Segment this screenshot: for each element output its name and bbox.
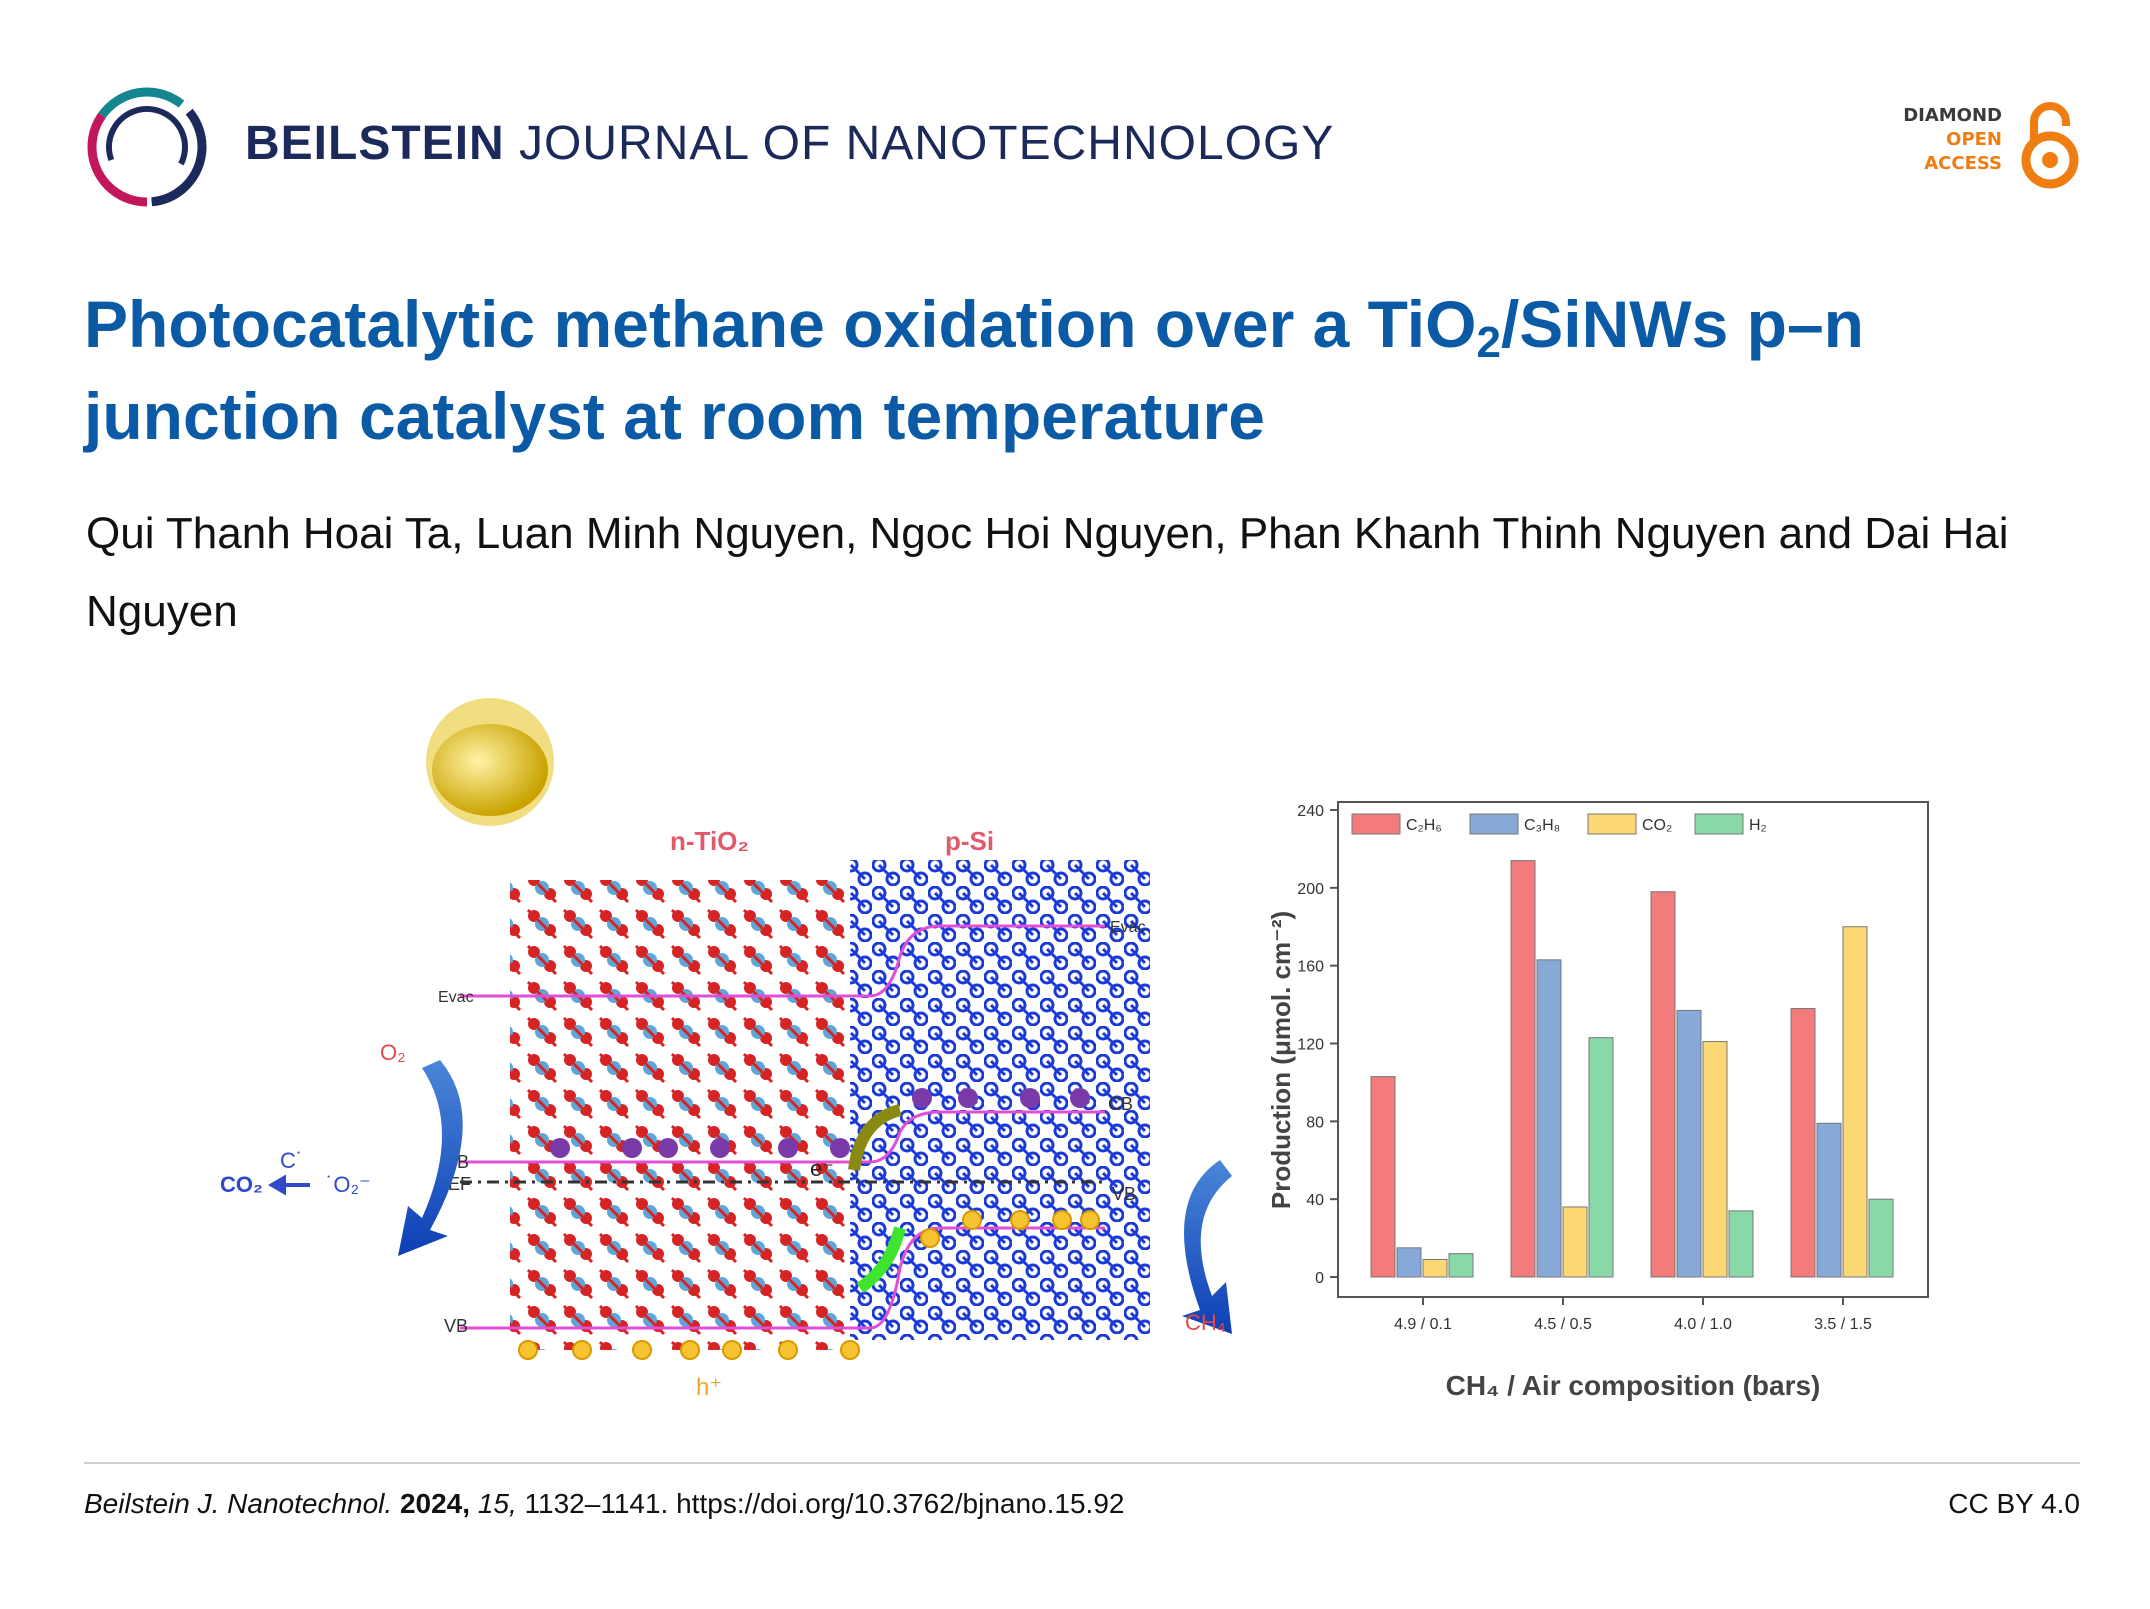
label-h: h⁺ xyxy=(696,1374,722,1401)
citation-year: 2024, xyxy=(399,1488,471,1519)
title-part1: Photocatalytic methane oxidation over a … xyxy=(84,287,1477,361)
label-ef: EF xyxy=(448,1174,471,1194)
y-tick-label: 160 xyxy=(1297,959,1324,976)
label-c: C˙ xyxy=(280,1148,303,1173)
legend-label-3: CO₂ xyxy=(1642,817,1672,834)
bar-2-1 xyxy=(1396,1247,1422,1278)
citation-doi[interactable]: https://doi.org/10.3762/bjnano.15.92 xyxy=(676,1488,1125,1519)
chart-y-axis-label: Production (μmol. cm⁻²) xyxy=(1266,911,1296,1209)
citation-volume: 15, xyxy=(477,1488,517,1519)
badge-line-open: OPEN xyxy=(1946,129,2002,150)
legend-swatch-2 xyxy=(1469,813,1519,835)
x-tick-label: 4.0 / 1.0 xyxy=(1674,1316,1732,1333)
label-psi: p-Si xyxy=(945,826,994,856)
badge-line-access: ACCESS xyxy=(1924,153,2002,174)
bar-2-2 xyxy=(1536,959,1562,1278)
o2-reduction-arrow xyxy=(398,1060,463,1256)
tio2-lattice xyxy=(510,880,850,1350)
legend-label-1: C₂H₆ xyxy=(1406,817,1442,834)
legend-label-2: C₃H₈ xyxy=(1524,817,1560,834)
y-tick-label: 240 xyxy=(1297,803,1324,820)
bar-4-4 xyxy=(1868,1198,1894,1278)
co2-arrow-icon xyxy=(268,1174,310,1196)
bar-4-1 xyxy=(1448,1253,1474,1278)
journal-name: BEILSTEIN JOURNAL OF NANOTECHNOLOGY xyxy=(245,116,1334,171)
sun-icon xyxy=(426,698,554,826)
citation-pages: 1132–1141. xyxy=(524,1488,669,1519)
beilstein-logo xyxy=(87,87,207,207)
bar-1-2 xyxy=(1510,860,1536,1278)
label-e: e⁻ xyxy=(810,1156,834,1181)
author-list: Qui Thanh Hoai Ta, Luan Minh Nguyen, Ngo… xyxy=(86,509,2009,636)
graphical-abstract-svg: n-TiO₂ p-Si Evac Evac CB EF VB CB VB e⁻ … xyxy=(220,698,1929,1401)
label-o2: O₂ xyxy=(380,1040,406,1065)
bar-1-1 xyxy=(1370,1076,1396,1278)
electrons xyxy=(550,1088,1090,1158)
article-title: Photocatalytic methane oxidation over a … xyxy=(84,278,2064,462)
title-part2: /SiNWs p–n junction catalyst at room tem… xyxy=(84,287,1864,453)
bar-3-4 xyxy=(1842,926,1868,1278)
license-label: CC BY 4.0 xyxy=(1948,1488,2080,1519)
title-subscript: 2 xyxy=(1476,318,1501,367)
y-tick-label: 40 xyxy=(1306,1192,1324,1209)
badge-line-diamond: DIAMOND xyxy=(1903,105,2002,126)
legend-swatch-4 xyxy=(1694,813,1744,835)
y-tick-label: 0 xyxy=(1315,1270,1324,1287)
x-tick-label: 3.5 / 1.5 xyxy=(1814,1316,1872,1333)
holes xyxy=(518,1210,1100,1360)
bar-4-3 xyxy=(1728,1210,1754,1278)
label-ch4: CH₄ xyxy=(1185,1310,1226,1335)
bar-1-4 xyxy=(1790,1007,1816,1278)
y-tick-label: 80 xyxy=(1306,1114,1324,1131)
label-o2-radical: ˙O₂⁻ xyxy=(326,1172,371,1197)
citation-journal: Beilstein J. Nanotechnol. xyxy=(84,1488,393,1519)
citation: Beilstein J. Nanotechnol. 2024, 15, 1132… xyxy=(84,1488,1124,1520)
open-access-lock-icon xyxy=(2021,102,2079,189)
bar-4-2 xyxy=(1588,1037,1614,1278)
label-ntio2: n-TiO₂ xyxy=(670,826,749,856)
bar-2-3 xyxy=(1676,1009,1702,1278)
electron-transfer-arrow xyxy=(848,1104,902,1171)
bar-1-3 xyxy=(1650,891,1676,1278)
chart-x-axis-label: CH₄ / Air composition (bars) xyxy=(1446,1370,1821,1401)
si-lattice xyxy=(850,860,1150,1340)
journal-name-rest: JOURNAL OF NANOTECHNOLOGY xyxy=(519,117,1335,170)
x-tick-label: 4.9 / 0.1 xyxy=(1394,1316,1452,1333)
legend-swatch-1 xyxy=(1351,813,1401,835)
diamond-open-access-badge: DIAMOND OPEN ACCESS xyxy=(1860,100,2080,200)
bar-2-4 xyxy=(1816,1122,1842,1278)
bar-3-2 xyxy=(1562,1206,1588,1278)
footer-divider xyxy=(84,1462,2080,1464)
x-tick-label: 4.5 / 0.5 xyxy=(1534,1316,1592,1333)
production-bar-chart: 0 40 80 120 160 200 240 4.9 / 0.1 4.5 / 0.5 4.0 … xyxy=(1266,801,1929,1401)
y-tick-label: 200 xyxy=(1297,881,1324,898)
label-cb-right: CB xyxy=(1108,1094,1133,1114)
chart-plot-area xyxy=(1337,801,1929,1298)
label-vb-left: VB xyxy=(444,1316,468,1336)
legend-swatch-3 xyxy=(1587,813,1637,835)
hole-transfer-arrow xyxy=(856,1226,906,1293)
bar-3-1 xyxy=(1422,1258,1448,1278)
y-tick-label: 120 xyxy=(1297,1037,1324,1054)
ch4-oxidation-arrow xyxy=(1182,1160,1232,1334)
legend-label-4: H₂ xyxy=(1749,817,1767,834)
bar-3-3 xyxy=(1702,1041,1728,1278)
label-evac-right: Evac xyxy=(1110,919,1146,936)
label-co2: CO₂ xyxy=(220,1172,263,1197)
label-vb-right: VB xyxy=(1112,1184,1136,1204)
journal-name-bold: BEILSTEIN xyxy=(245,117,505,170)
label-evac-left: Evac xyxy=(438,989,474,1006)
graphical-abstract: n-TiO₂ p-Si Evac Evac CB EF VB CB VB e⁻ … xyxy=(200,690,1960,1420)
